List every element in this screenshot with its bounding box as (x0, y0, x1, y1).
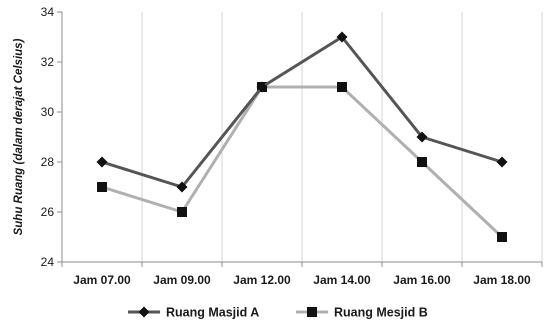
data-point (337, 82, 347, 92)
series-line (101, 35, 503, 189)
legend: Ruang Masjid A Ruang Mesjid B (128, 306, 428, 320)
legend-swatch-marker (138, 306, 150, 318)
y-tick-label: 30 (41, 105, 55, 119)
data-point (97, 182, 107, 192)
legend-item: Ruang Mesjid B (296, 306, 428, 320)
y-axis-label: Suhu Ruang (dalam derajat Celsius) (13, 38, 25, 235)
data-point (177, 207, 187, 217)
data-point (336, 31, 348, 43)
x-tick-label: Jam 07.00 (73, 273, 131, 287)
y-tick-label: 34 (41, 5, 55, 19)
y-tick-label: 26 (41, 205, 55, 219)
x-tick-label: Jam 16.00 (393, 273, 451, 287)
legend-label: Ruang Mesjid B (334, 306, 428, 320)
data-point (416, 131, 428, 143)
legend-item: Ruang Masjid A (128, 306, 259, 320)
data-point (96, 156, 108, 168)
x-tick-label: Jam 09.00 (153, 273, 211, 287)
y-tick-labels: 24 26 28 30 32 34 (41, 5, 62, 269)
legend-label: Ruang Masjid A (166, 306, 259, 320)
data-point (176, 181, 188, 193)
y-tick-label: 32 (41, 55, 55, 69)
x-tick-label: Jam 12.00 (233, 273, 291, 287)
data-point (256, 81, 268, 93)
legend-swatch-marker (307, 307, 317, 317)
x-tick-label: Jam 18.00 (473, 273, 531, 287)
data-point (497, 232, 507, 242)
data-point (496, 156, 508, 168)
series-group (96, 31, 508, 242)
series-1 (96, 31, 508, 193)
x-tick-labels: Jam 07.00 Jam 09.00 Jam 12.00 Jam 14.00 Jam … (61, 262, 543, 287)
y-tick-label: 28 (41, 155, 55, 169)
x-tick-label: Jam 14.00 (313, 273, 371, 287)
data-point (417, 157, 427, 167)
grid-lines (141, 12, 543, 262)
series-line (101, 85, 504, 239)
y-tick-label: 24 (41, 255, 55, 269)
